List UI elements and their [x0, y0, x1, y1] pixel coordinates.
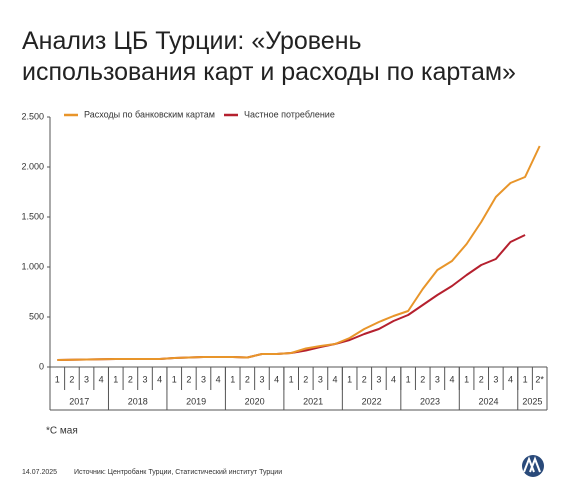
x-tick-label: 3	[318, 374, 323, 384]
year-label: 2025	[522, 396, 542, 406]
year-label: 2018	[128, 396, 148, 406]
x-tick-label: 1	[289, 374, 294, 384]
x-tick-label: 3	[143, 374, 148, 384]
x-tick-label: 2	[362, 374, 367, 384]
logo	[522, 455, 544, 477]
y-tick-label: 2.000	[21, 161, 44, 171]
x-tick-label: 1	[113, 374, 118, 384]
x-tick-label: 2	[420, 374, 425, 384]
year-label: 2021	[303, 396, 323, 406]
x-tick-label: 3	[376, 374, 381, 384]
x-tick-label: 4	[274, 374, 279, 384]
x-tick-label: 2	[186, 374, 191, 384]
year-label: 2020	[245, 396, 265, 406]
y-tick-label: 0	[39, 361, 44, 371]
x-tick-label: 3	[493, 374, 498, 384]
x-tick-label: 3	[259, 374, 264, 384]
source: Источник: Центробанк Турции, Статистичес…	[74, 468, 282, 476]
chart-title: Анализ ЦБ Турции: «Уровень использования…	[22, 27, 516, 86]
x-tick-label: 1	[523, 374, 528, 384]
x-tick-label: 1	[406, 374, 411, 384]
x-tick-label: 2	[245, 374, 250, 384]
line-series	[57, 145, 541, 361]
y-tick-label: 1.500	[21, 211, 44, 221]
x-tick-label: 1	[464, 374, 469, 384]
x-tick-label: 2	[69, 374, 74, 384]
x-tick-label: 4	[333, 374, 338, 384]
footnote: *С мая	[46, 426, 78, 437]
x-tick-label: 1	[55, 374, 60, 384]
year-label: 2023	[420, 396, 440, 406]
year-label: 2024	[479, 396, 499, 406]
y-tick-label: 500	[29, 311, 44, 321]
year-label: 2019	[186, 396, 206, 406]
y-tick-label: 2.500	[21, 111, 44, 121]
x-tick-label: 4	[391, 374, 396, 384]
x-tick-label: 4	[508, 374, 513, 384]
x-tick-label: 1	[172, 374, 177, 384]
x-tick-label: 2	[128, 374, 133, 384]
date: 14.07.2025	[22, 469, 57, 476]
year-label: 2017	[69, 396, 89, 406]
legend-label: Частное потребление	[244, 109, 335, 119]
x-tick-label: 2	[479, 374, 484, 384]
line-series	[57, 234, 526, 361]
y-tick-label: 1.000	[21, 261, 44, 271]
legend-label: Расходы по банковским картам	[84, 109, 215, 119]
x-tick-label: 3	[201, 374, 206, 384]
x-tick-label: 4	[157, 374, 162, 384]
x-tick-label: 3	[84, 374, 89, 384]
year-label: 2022	[362, 396, 382, 406]
x-tick-label: 4	[449, 374, 454, 384]
x-tick-label: 3	[435, 374, 440, 384]
x-tick-label: 4	[99, 374, 104, 384]
x-tick-label: 1	[347, 374, 352, 384]
x-tick-label: 2*	[535, 374, 544, 384]
x-tick-label: 4	[216, 374, 221, 384]
x-tick-label: 2	[303, 374, 308, 384]
x-tick-label: 1	[230, 374, 235, 384]
